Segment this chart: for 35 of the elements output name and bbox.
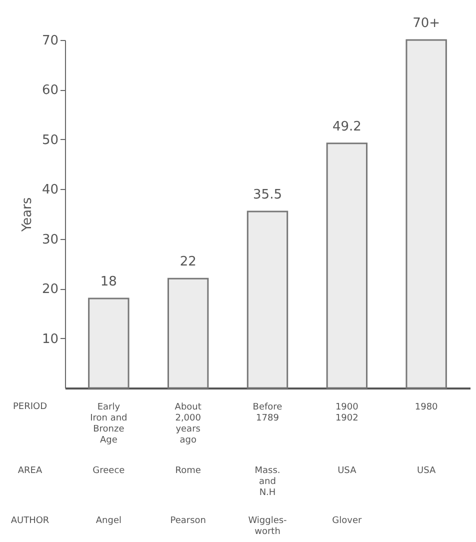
text: USA bbox=[417, 466, 436, 476]
y-tick-label: 50 bbox=[42, 132, 58, 148]
text: Pearson bbox=[170, 516, 206, 526]
y-tick-label: 30 bbox=[42, 232, 58, 248]
x-tick-label: 1900 1902 bbox=[335, 402, 359, 424]
text: Greece bbox=[92, 466, 126, 476]
x-tick-label: 1980 bbox=[414, 402, 438, 412]
data-label: 35.5 bbox=[253, 188, 282, 203]
y-tick-label: 10 bbox=[42, 332, 58, 347]
text: Angel bbox=[96, 516, 122, 526]
y-tick-label: 60 bbox=[42, 83, 58, 98]
data-label: 22 bbox=[180, 254, 196, 270]
data-label: 70+ bbox=[412, 16, 440, 31]
bar bbox=[406, 39, 447, 389]
text: Glover bbox=[332, 516, 362, 526]
bar bbox=[167, 278, 209, 389]
text: PERIOD bbox=[12, 402, 48, 412]
data-label: 49.2 bbox=[332, 119, 362, 134]
x-tick-label: Before 1789 bbox=[252, 402, 283, 424]
y-tick-label: 20 bbox=[42, 282, 58, 298]
text: AREA bbox=[18, 466, 43, 476]
data-label: 18 bbox=[100, 274, 117, 290]
bar bbox=[88, 298, 130, 389]
text: Rome bbox=[175, 466, 202, 476]
y-axis-title: Years bbox=[20, 197, 35, 233]
text: AUTHOR bbox=[10, 516, 50, 526]
y-tick-label: 70 bbox=[42, 34, 58, 48]
text: Mass. and N.H bbox=[254, 466, 280, 498]
bar bbox=[246, 210, 288, 389]
x-tick-label: About 2,000 years ago bbox=[174, 402, 202, 446]
y-tick-label: 40 bbox=[42, 182, 58, 198]
text: USA bbox=[338, 466, 358, 476]
text: Wiggles- worth bbox=[248, 516, 287, 537]
x-tick-label: Early Iron and Bronze Age bbox=[90, 402, 128, 446]
bar bbox=[326, 142, 368, 389]
